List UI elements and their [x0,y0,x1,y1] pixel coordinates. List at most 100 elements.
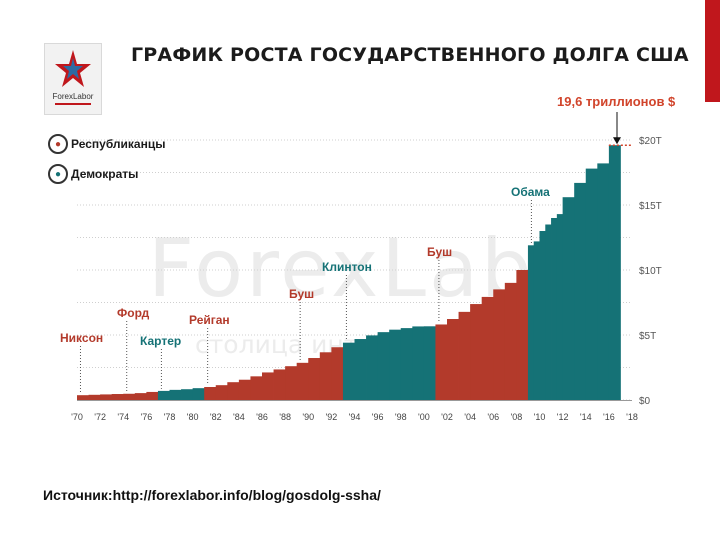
debt-bar [562,197,575,400]
debt-bar [111,394,124,400]
x-tick-label: '08 [511,412,523,422]
debt-bar [262,372,274,400]
x-tick-label: '86 [256,412,268,422]
debt-bar [597,163,610,400]
debt-bar [227,382,240,400]
x-tick-label: '82 [210,412,222,422]
president-label: Буш [427,245,452,259]
y-tick-label: $10T [639,266,662,277]
debt-bar [458,311,471,400]
debt-bar [435,324,448,400]
x-tick-label: '94 [349,412,361,422]
legend: ● Республиканцы ● Демократы [48,132,165,192]
x-tick-label: '74 [117,412,129,422]
debt-bar [551,218,558,400]
x-tick-label: '02 [441,412,453,422]
x-tick-label: '80 [187,412,199,422]
debt-bar [134,393,147,400]
debt-bar [585,168,598,400]
x-tick-label: '00 [418,412,430,422]
x-tick-label: '16 [603,412,615,422]
x-tick-label: '12 [557,412,569,422]
debt-bar [331,347,344,400]
debt-bar [77,395,89,400]
debt-bar [481,296,494,400]
debt-bar [504,282,517,400]
debt-bar [319,352,332,400]
x-tick-label: '96 [372,412,384,422]
debt-bar [412,326,425,400]
x-tick-label: '18 [626,412,638,422]
x-tick-label: '72 [94,412,106,422]
debt-bar [285,366,298,400]
debt-bar [470,304,483,400]
debt-bar [574,182,587,400]
x-tick-label: '04 [464,412,476,422]
debt-bar [192,388,205,400]
debt-bar [556,214,564,400]
x-tick-label: '10 [534,412,546,422]
x-tick-label: '70 [71,412,83,422]
svg-text:ForexLabor: ForexLabor [53,92,94,101]
source-text: Источник:http://forexlabor.info/blog/gos… [43,487,381,503]
debt-bar [493,289,506,400]
debt-bar [354,339,367,400]
y-tick-label: $5T [639,331,656,342]
page-title: ГРАФИК РОСТА ГОСУДАРСТВЕННОГО ДОЛГА США [131,44,689,66]
debt-bar [204,387,217,400]
debt-bar [539,231,546,400]
debt-bar [342,342,355,400]
president-label: Буш [289,287,314,301]
president-label: Клинтон [322,260,372,274]
president-label: Обама [511,185,550,199]
debt-bar [545,224,552,400]
president-label: Форд [117,306,150,320]
legend-item-republicans: ● Республиканцы [48,132,165,156]
debt-bar [238,379,251,400]
elephant-icon: ● [48,134,68,154]
debt-bar [296,362,309,400]
x-tick-label: '14 [580,412,592,422]
debt-bar [169,389,182,400]
debt-bar [527,245,535,400]
callout-label: 19,6 триллионов $ [557,94,676,109]
legend-label: Республиканцы [71,137,166,151]
x-tick-label: '90 [302,412,314,422]
debt-bar [273,369,286,400]
callout-arrowhead [613,137,621,145]
debt-bar [181,389,194,400]
debt-bar [447,319,459,400]
legend-item-democrats: ● Демократы [48,162,165,186]
debt-bar [366,335,379,400]
debt-bar [100,394,113,400]
y-tick-label: $0 [639,396,651,407]
donkey-icon: ● [48,164,68,184]
debt-bar [88,394,101,400]
y-tick-label: $20T [639,136,662,147]
debt-bar [377,332,390,400]
x-tick-label: '06 [487,412,499,422]
debt-bar [308,358,321,400]
debt-bar [516,270,529,400]
president-label: Рейган [189,313,230,327]
president-label: Никсон [60,331,103,345]
debt-bar [400,328,413,400]
debt-bar [250,376,263,400]
x-tick-label: '98 [395,412,407,422]
debt-bar [423,326,436,400]
x-tick-label: '76 [141,412,153,422]
debt-bar [533,241,540,400]
debt-bar [123,393,136,400]
debt-bar [389,329,402,400]
accent-bar [705,0,720,102]
x-tick-label: '84 [233,412,245,422]
x-tick-label: '78 [164,412,176,422]
debt-bar [157,390,170,400]
star-logo-icon: ForexLabor [53,50,94,105]
x-tick-label: '92 [326,412,338,422]
debt-bar [146,391,159,400]
legend-label: Демократы [71,167,139,181]
debt-bar [215,385,228,400]
debt-bar [608,145,621,400]
